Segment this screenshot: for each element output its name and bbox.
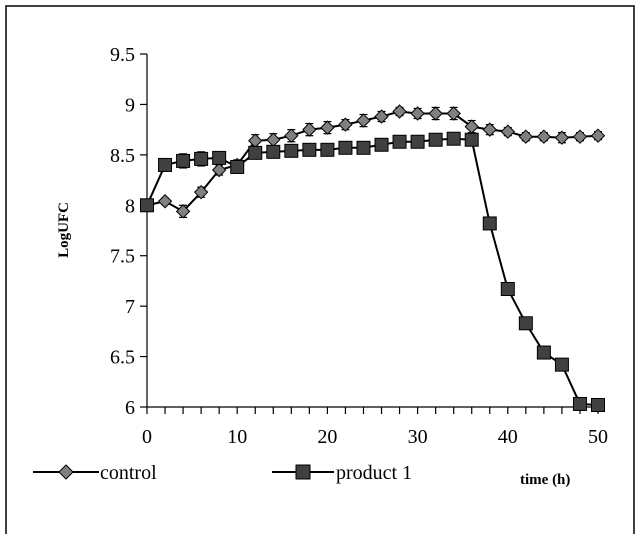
data-point	[338, 117, 353, 132]
data-point	[536, 129, 552, 144]
data-point	[356, 113, 371, 128]
data-point	[193, 184, 209, 200]
data-point	[536, 345, 551, 360]
data-point	[320, 142, 335, 157]
x-axis-label: time (h)	[520, 472, 570, 488]
data-point	[374, 109, 389, 124]
data-point	[302, 122, 317, 137]
data-point	[518, 129, 534, 144]
data-point	[500, 124, 516, 139]
legend-item-product-1: product 1	[272, 462, 412, 484]
legend-item-control: control	[33, 462, 157, 484]
x-tick-label: 20	[317, 426, 337, 448]
x-tick-label: 50	[588, 426, 608, 448]
data-point	[482, 216, 497, 231]
legend-label: control	[100, 462, 157, 484]
data-point	[266, 132, 281, 147]
x-tick-label: 0	[142, 426, 152, 448]
data-point	[157, 194, 173, 209]
data-point	[320, 120, 335, 135]
data-point	[176, 153, 191, 168]
y-axis-label: LogUFC	[56, 202, 72, 258]
data-point	[302, 142, 317, 157]
data-point	[591, 397, 605, 412]
data-point	[338, 140, 353, 155]
data-point	[410, 134, 425, 149]
data-point	[482, 122, 497, 137]
legend-label: product 1	[336, 462, 412, 484]
series-layer	[139, 104, 606, 412]
data-point	[230, 159, 245, 174]
data-point	[248, 145, 263, 160]
data-point	[554, 130, 570, 145]
data-point	[266, 144, 281, 159]
data-point	[158, 157, 173, 172]
x-tick-label: 30	[408, 426, 428, 448]
axes	[140, 53, 599, 414]
data-point	[446, 106, 461, 121]
data-point	[140, 198, 154, 213]
data-point	[464, 119, 479, 134]
data-point	[518, 316, 533, 331]
y-tick-label: 7	[125, 296, 135, 318]
y-tick-label: 9.5	[110, 44, 135, 66]
data-point	[554, 357, 569, 372]
data-point	[392, 134, 407, 149]
data-point	[356, 140, 371, 155]
data-point	[572, 129, 588, 144]
data-point	[175, 204, 191, 219]
data-point	[212, 150, 227, 165]
data-point	[284, 128, 299, 143]
markers-control	[139, 104, 606, 219]
legend-marker	[58, 464, 74, 480]
tick-labels: 6 6.5 7 7.5 8 8.5 9 9.5 0 10 20 30 40 50	[110, 44, 608, 448]
data-point	[392, 104, 407, 119]
legend-marker	[295, 464, 311, 480]
data-point	[374, 137, 389, 152]
data-point	[428, 132, 443, 147]
data-point	[446, 131, 461, 146]
y-tick-label: 8	[125, 195, 135, 217]
series-line	[146, 137, 599, 406]
data-point	[410, 106, 425, 121]
data-point	[428, 106, 443, 121]
y-tick-label: 6.5	[110, 347, 135, 369]
x-tick-label: 10	[227, 426, 247, 448]
y-tick-label: 6	[125, 397, 135, 419]
data-point	[572, 396, 587, 411]
y-tick-label: 9	[125, 94, 135, 116]
markers-product-1	[140, 131, 605, 412]
data-point	[590, 128, 606, 143]
chart-border	[5, 5, 635, 534]
data-point	[500, 281, 515, 296]
data-point	[464, 132, 479, 147]
y-tick-label: 8.5	[110, 145, 135, 167]
data-point	[194, 151, 209, 166]
y-tick-label: 7.5	[110, 246, 135, 268]
x-tick-label: 40	[498, 426, 518, 448]
data-point	[284, 143, 299, 158]
data-point	[211, 162, 227, 178]
legend: control product 1	[33, 462, 412, 484]
